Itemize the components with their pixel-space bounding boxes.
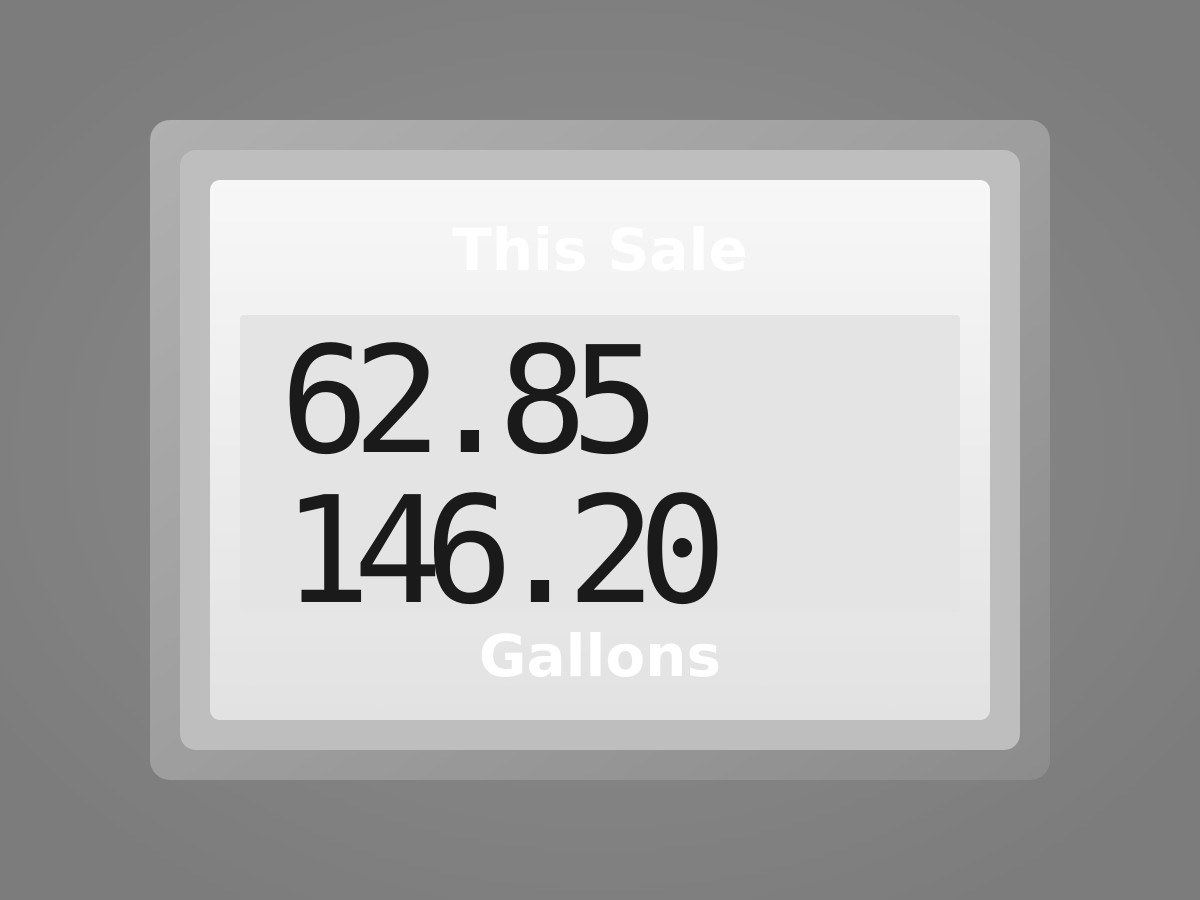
readout-panel <box>240 315 960 612</box>
unit-label: Gallons <box>479 622 721 690</box>
gallons-reading: 146.20 <box>282 465 727 637</box>
title: This Sale <box>452 216 748 284</box>
sale-reading: 62.85 <box>280 315 660 487</box>
